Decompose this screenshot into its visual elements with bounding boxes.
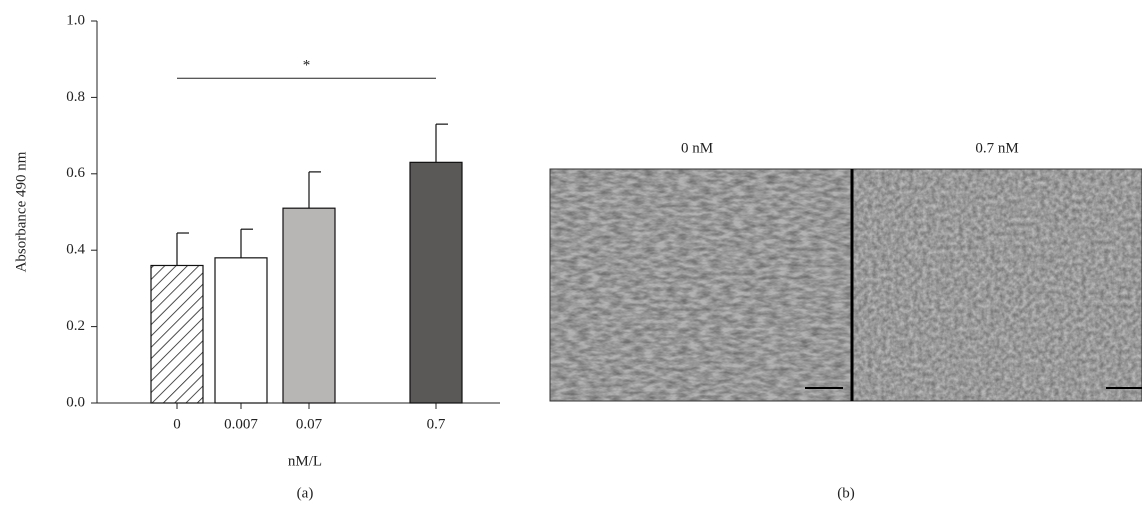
bar bbox=[282, 207, 336, 404]
image-label: 0 nM bbox=[681, 140, 713, 156]
y-axis-label: Absorbance 490 nm bbox=[13, 151, 29, 272]
x-tick-label: 0 bbox=[173, 416, 181, 432]
y-tick-label: 0.6 bbox=[66, 165, 85, 181]
x-tick-label: 0.7 bbox=[427, 416, 446, 432]
bar bbox=[150, 264, 204, 404]
y-tick-label: 0.2 bbox=[66, 318, 85, 334]
panel-label: (a) bbox=[297, 485, 314, 501]
bar bbox=[409, 161, 463, 404]
bar bbox=[214, 257, 268, 404]
y-tick-label: 0.8 bbox=[66, 89, 85, 105]
significance-mark: * bbox=[303, 58, 311, 74]
image-label: 0.7 nM bbox=[975, 140, 1018, 156]
y-tick-label: 1.0 bbox=[66, 12, 85, 28]
x-axis-label: nM/L bbox=[288, 453, 322, 469]
micrograph-texture bbox=[853, 169, 1142, 401]
panel-label: (b) bbox=[837, 485, 855, 501]
image-border bbox=[549, 168, 1142, 402]
y-tick-label: 0.4 bbox=[66, 242, 85, 258]
micrograph-texture bbox=[550, 169, 851, 401]
x-tick-label: 0.07 bbox=[296, 416, 323, 432]
x-tick-label: 0.007 bbox=[224, 416, 258, 432]
y-tick-label: 0.0 bbox=[66, 394, 85, 410]
